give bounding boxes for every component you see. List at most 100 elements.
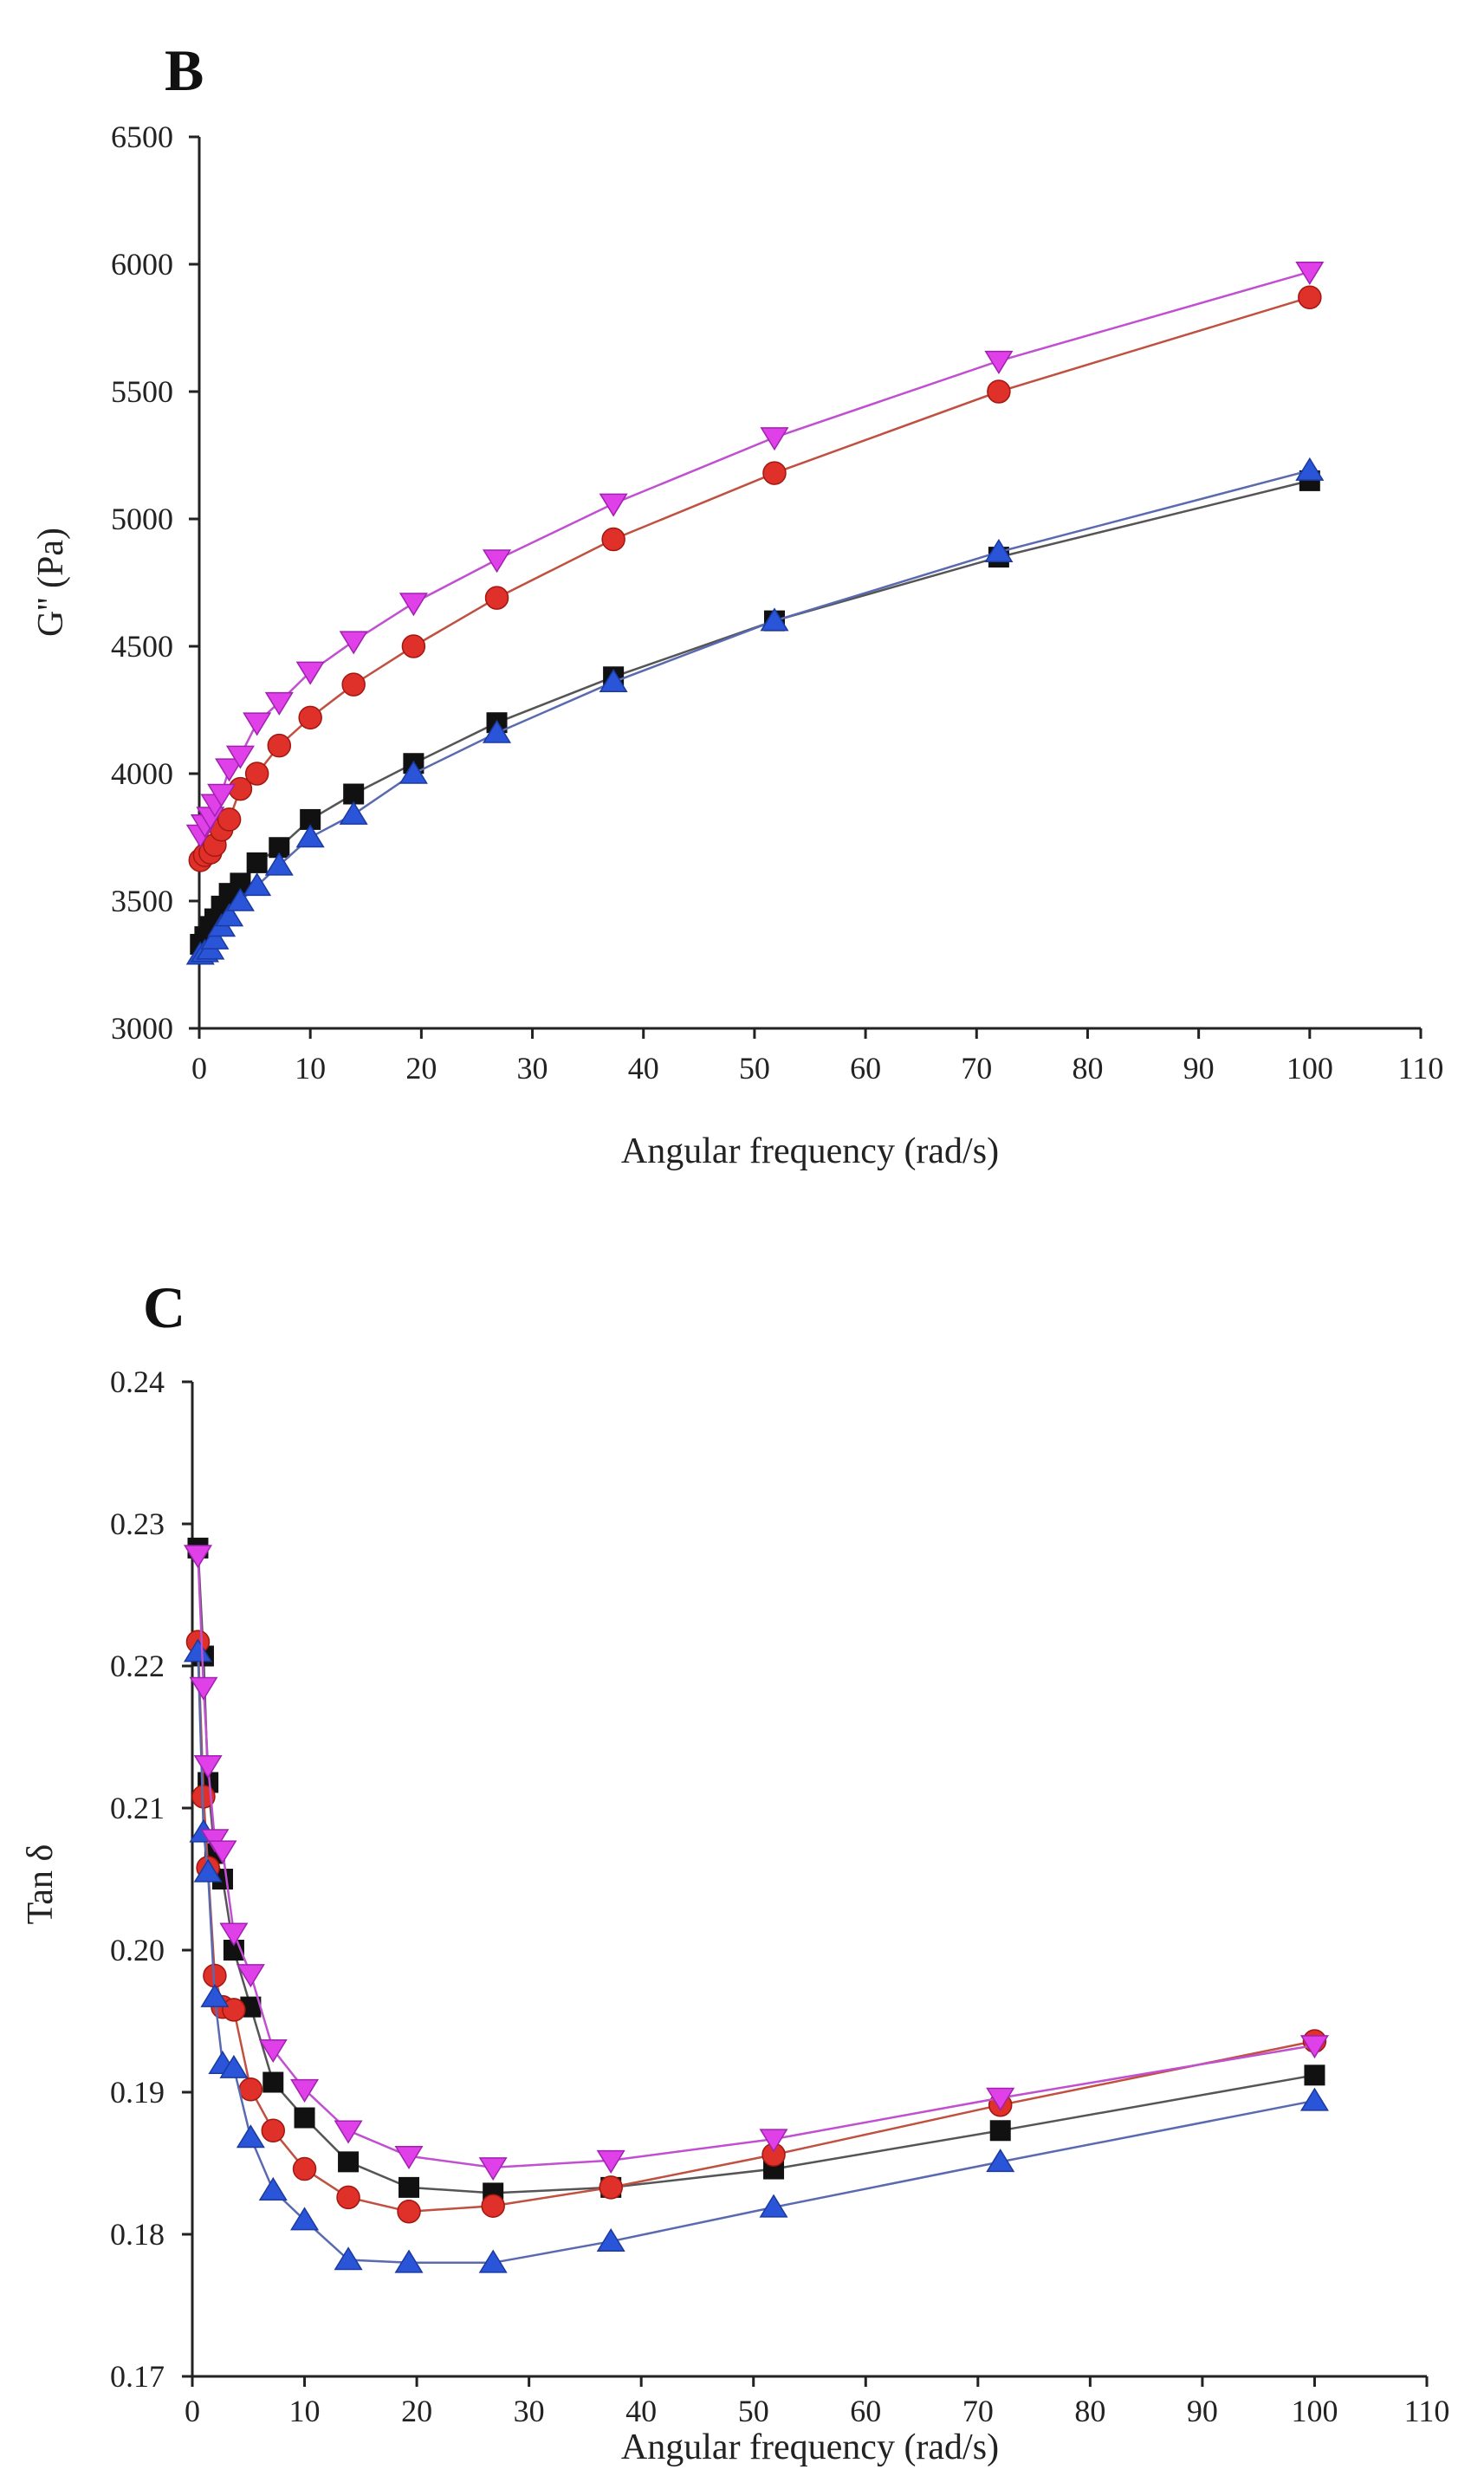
data-point: [258, 2039, 288, 2064]
data-point: [339, 631, 368, 655]
data-point: [759, 2129, 788, 2153]
data-point: [215, 903, 244, 927]
data-point: [399, 760, 428, 784]
data-point: [986, 2149, 1015, 2173]
data-point: [481, 2194, 505, 2218]
x-tick-label: 20: [405, 1051, 437, 1086]
chart-panel-c: C 0 10 20 30 40 50 60 70 80 90 100 1100.170.180.190…: [21, 1274, 1449, 2467]
data-point: [1304, 2064, 1325, 2086]
x-tick-label: 80: [1072, 1051, 1103, 1086]
y-tick-label: 0.20: [110, 1933, 165, 1967]
data-point: [334, 2120, 363, 2144]
data-point: [290, 2078, 320, 2103]
data-point: [596, 2149, 625, 2174]
y-tick-label: 4000: [111, 756, 173, 791]
x-tick-label: 90: [1187, 2394, 1218, 2428]
x-tick-label: 50: [738, 2394, 769, 2428]
data-point: [334, 2246, 363, 2271]
data-point: [1298, 285, 1322, 309]
data-point: [338, 2151, 360, 2173]
data-point: [599, 2175, 623, 2200]
data-point: [339, 800, 368, 825]
data-point: [399, 593, 428, 617]
x-tick-label: 40: [628, 1051, 659, 1086]
x-tick-label: 10: [289, 2394, 321, 2428]
data-point: [599, 493, 628, 517]
y-tick-label: 0.19: [110, 2075, 165, 2110]
data-point: [394, 2146, 424, 2170]
panel-label-c: C: [143, 1274, 185, 1340]
x-tick-label: 30: [514, 2394, 545, 2428]
chart-b-x-axis-title: Angular frequency (rad/s): [621, 1131, 999, 1171]
data-point: [290, 2207, 320, 2231]
chart-c-ticks: 0 10 20 30 40 50 60 70 80 90 100 110 0.17 0.18 0.19 0.2…: [110, 1364, 1449, 2428]
series-red-circle: [188, 285, 1322, 872]
x-tick-label: 50: [739, 1051, 770, 1086]
data-point: [484, 586, 509, 610]
data-point: [183, 1545, 212, 1569]
x-tick-label: 0: [185, 2394, 200, 2428]
data-point: [336, 2185, 360, 2210]
x-tick-label: 10: [295, 1051, 326, 1086]
data-point: [225, 887, 255, 911]
data-point: [478, 2157, 508, 2181]
chart-c-x-axis-title: Angular frequency (rad/s): [621, 2427, 999, 2467]
data-point: [207, 783, 237, 807]
series-magenta-triangle-down: [183, 1545, 1329, 2181]
data-point: [262, 2071, 284, 2093]
y-tick-label: 0.17: [110, 2359, 165, 2394]
data-point: [478, 2249, 508, 2273]
data-point: [989, 2120, 1011, 2142]
y-tick-label: 6000: [111, 247, 173, 282]
data-point: [236, 1964, 265, 1988]
y-tick-label: 3000: [111, 1011, 173, 1046]
x-tick-label: 60: [850, 2394, 881, 2428]
series-line: [197, 1651, 1315, 2265]
x-tick-label: 60: [850, 1051, 881, 1086]
data-point: [760, 427, 789, 451]
panel-label-b: B: [165, 37, 204, 103]
series-blue-triangle: [183, 1638, 1329, 2273]
y-tick-label: 0.23: [110, 1507, 165, 1541]
data-point: [343, 783, 365, 805]
y-tick-label: 5000: [111, 502, 173, 536]
data-point: [483, 719, 512, 743]
x-tick-label: 110: [1398, 1051, 1444, 1086]
data-point: [215, 758, 244, 782]
chart-b-ticks: 0 10 20 30 40 50 60 70 80 90 100 110 3000 3500 4000 450…: [111, 120, 1443, 1086]
data-point: [238, 2077, 263, 2102]
data-point: [193, 1755, 223, 1779]
chart-b-y-axis-title: G'' (Pa): [31, 528, 71, 637]
data-point: [258, 2176, 288, 2201]
series-line: [197, 1547, 1315, 2194]
y-tick-label: 0.24: [110, 1364, 165, 1399]
x-tick-label: 100: [1286, 1051, 1333, 1086]
data-point: [243, 872, 272, 897]
data-point: [759, 2194, 788, 2218]
data-point: [1299, 2035, 1329, 2059]
data-point: [1295, 457, 1325, 481]
data-point: [760, 607, 789, 632]
data-point: [397, 2200, 421, 2224]
data-point: [208, 1840, 237, 1864]
data-point: [295, 661, 325, 685]
series-magenta-triangle-down: [185, 262, 1325, 848]
chart-b-series: [185, 262, 1325, 965]
chart-panel-b: B 0 10 20 30 40 50 60 70 80 90 100 110 3000 3500 4000 4…: [31, 37, 1443, 1171]
data-point: [292, 2156, 317, 2181]
data-point: [298, 705, 322, 730]
data-point: [394, 2249, 424, 2273]
data-point: [261, 2118, 286, 2143]
data-point: [222, 1998, 246, 2022]
data-point: [264, 852, 294, 876]
data-point: [246, 852, 268, 873]
data-point: [183, 1638, 212, 1663]
data-point: [762, 461, 787, 485]
y-tick-label: 6500: [111, 120, 173, 154]
y-tick-label: 0.18: [110, 2217, 165, 2252]
x-tick-label: 20: [401, 2394, 432, 2428]
data-point: [200, 925, 230, 950]
data-point: [193, 1858, 223, 1883]
